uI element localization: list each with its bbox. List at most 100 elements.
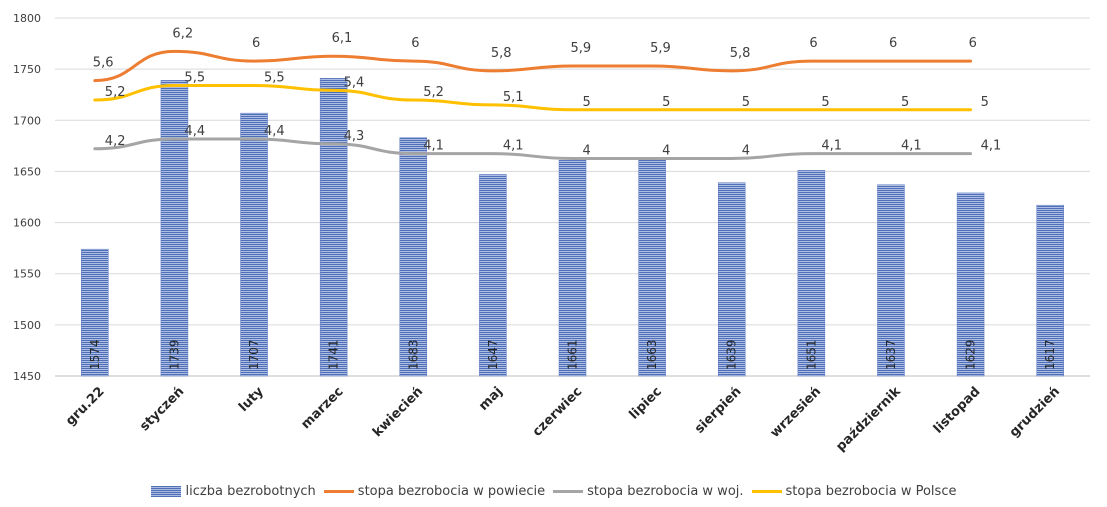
line-3 xyxy=(93,83,973,112)
line-data-label: 4,1 xyxy=(981,139,1002,154)
legend-label: stopa bezrobocia w powiecie xyxy=(357,484,546,499)
line-data-label: 6 xyxy=(411,36,419,51)
y-axis: 1450 1500 1550 1600 1650 1700 1750 1800 xyxy=(13,12,41,383)
x-tick-label: marzec xyxy=(299,384,347,432)
bar-data-label: 1741 xyxy=(327,339,341,370)
bar xyxy=(717,182,746,377)
line-data-label: 4,4 xyxy=(264,124,285,139)
line-data-label: 5,9 xyxy=(650,41,671,56)
bar xyxy=(1036,204,1064,377)
line-data-label: 5,2 xyxy=(105,85,126,100)
y-tick-label: 1750 xyxy=(13,63,41,76)
legend-label: stopa bezrobocia w woj. xyxy=(587,484,744,499)
y-tick-label: 1500 xyxy=(13,319,41,332)
line-data-label: 5 xyxy=(981,95,989,110)
legend-swatch-bar xyxy=(150,486,181,497)
bar-data-label: 1663 xyxy=(645,339,659,370)
y-tick-label: 1800 xyxy=(13,12,41,25)
line-data-label: 6 xyxy=(969,36,977,51)
line-data-label: 5 xyxy=(821,95,829,110)
line-data-label: 6 xyxy=(252,36,260,51)
bar xyxy=(479,174,507,377)
bar-data-label: 1637 xyxy=(884,339,898,370)
bar xyxy=(399,137,428,377)
y-tick-label: 1450 xyxy=(13,370,41,383)
legend-swatch-line xyxy=(553,490,584,493)
bar-data-label: 1617 xyxy=(1043,339,1057,370)
line-data-label: 5,6 xyxy=(93,56,114,71)
line-data-label: 6 xyxy=(889,36,897,51)
x-tick-label: gru.22 xyxy=(63,384,108,429)
line-data-label: 5 xyxy=(901,95,909,110)
line-1 xyxy=(93,49,973,83)
x-tick-label: styczeń xyxy=(137,384,187,434)
line-data-label: 4,4 xyxy=(184,124,205,139)
x-tick-label: maj xyxy=(476,384,506,414)
chart: 1450 1500 1550 1600 1650 1700 1750 1800 1574 173… xyxy=(13,12,1090,455)
bar-data-label: 1629 xyxy=(964,339,978,370)
line-series: 5,6 6,2 6 6,1 6 5,8 5,9 5,9 5,8 6 6 6 4,2 4,4 4,4 4,3 4,… xyxy=(93,26,1002,161)
line-data-label: 5 xyxy=(662,95,670,110)
line-data-label: 4,1 xyxy=(901,139,922,154)
y-tick-label: 1600 xyxy=(13,217,41,230)
legend-label: liczba bezrobotnych xyxy=(185,484,316,499)
x-tick-label: sierpień xyxy=(692,384,745,437)
line-data-label: 4,2 xyxy=(105,134,126,149)
x-tick-label: listopad xyxy=(931,384,983,436)
bar-data-label: 1739 xyxy=(167,339,181,370)
line-data-label: 4 xyxy=(583,144,591,159)
line-data-label: 5,4 xyxy=(344,75,365,90)
line-data-label: 4,1 xyxy=(821,139,842,154)
x-tick-label: luty xyxy=(236,384,267,415)
bar-data-label: 1639 xyxy=(725,339,739,370)
line-2 xyxy=(93,137,973,161)
legend-swatch-line xyxy=(751,490,782,493)
line-data-label: 4,1 xyxy=(503,139,524,154)
bar-series: 1574 1739 1707 1741 1683 1647 1661 1663 1639 1651… xyxy=(81,78,1064,377)
bar xyxy=(797,170,826,377)
line-data-label: 5,8 xyxy=(730,46,751,61)
line-data-label: 4 xyxy=(742,144,750,159)
line-data-label: 6 xyxy=(809,36,817,51)
bar xyxy=(877,184,905,377)
legend: liczba bezrobotnych stopa bezrobocia w p… xyxy=(0,484,1107,499)
x-tick-label: grudzień xyxy=(1007,384,1063,440)
x-tick-label: wrzesień xyxy=(768,384,825,441)
bar xyxy=(160,80,189,377)
y-tick-label: 1650 xyxy=(13,165,41,178)
bar-data-label: 1661 xyxy=(566,339,580,370)
line-data-label: 5,8 xyxy=(491,46,512,61)
bar xyxy=(319,78,348,377)
x-tick-label: październik xyxy=(833,384,904,455)
line-data-label: 5,9 xyxy=(571,41,592,56)
x-tick-label: lipiec xyxy=(627,384,665,422)
line-data-label: 5 xyxy=(583,95,591,110)
bar-data-label: 1651 xyxy=(804,339,818,370)
x-tick-label: czerwiec xyxy=(530,384,586,440)
legend-item-liczba-bezrobotnych: liczba bezrobotnych xyxy=(150,484,316,499)
line-data-label: 6,2 xyxy=(172,26,193,41)
bar xyxy=(240,112,268,377)
bar-data-label: 1707 xyxy=(247,339,261,370)
bar xyxy=(81,248,109,377)
line-data-label: 5,5 xyxy=(184,70,205,85)
bar xyxy=(558,159,587,377)
line-data-label: 5 xyxy=(742,95,750,110)
line-data-label: 6,1 xyxy=(332,31,353,46)
line-data-label: 4,3 xyxy=(344,129,365,144)
y-tick-label: 1700 xyxy=(13,114,41,127)
legend-label: stopa bezrobocia w Polsce xyxy=(785,484,957,499)
line-data-label: 5,2 xyxy=(423,85,444,100)
line-data-label: 4 xyxy=(662,144,670,159)
x-tick-label: kwiecień xyxy=(370,384,426,440)
line-data-label: 4,1 xyxy=(423,139,444,154)
legend-item-woj: stopa bezrobocia w woj. xyxy=(553,484,744,499)
line-data-label: 5,5 xyxy=(264,70,285,85)
bar-data-label: 1574 xyxy=(88,339,102,370)
bar-data-label: 1647 xyxy=(486,339,500,370)
line-data-label: 5,1 xyxy=(503,90,524,105)
y-tick-label: 1550 xyxy=(13,268,41,281)
x-axis: gru.22 styczeń luty marzec kwiecień maj czerwi… xyxy=(63,384,1063,455)
legend-item-powiat: stopa bezrobocia w powiecie xyxy=(323,484,546,499)
legend-item-polska: stopa bezrobocia w Polsce xyxy=(751,484,957,499)
